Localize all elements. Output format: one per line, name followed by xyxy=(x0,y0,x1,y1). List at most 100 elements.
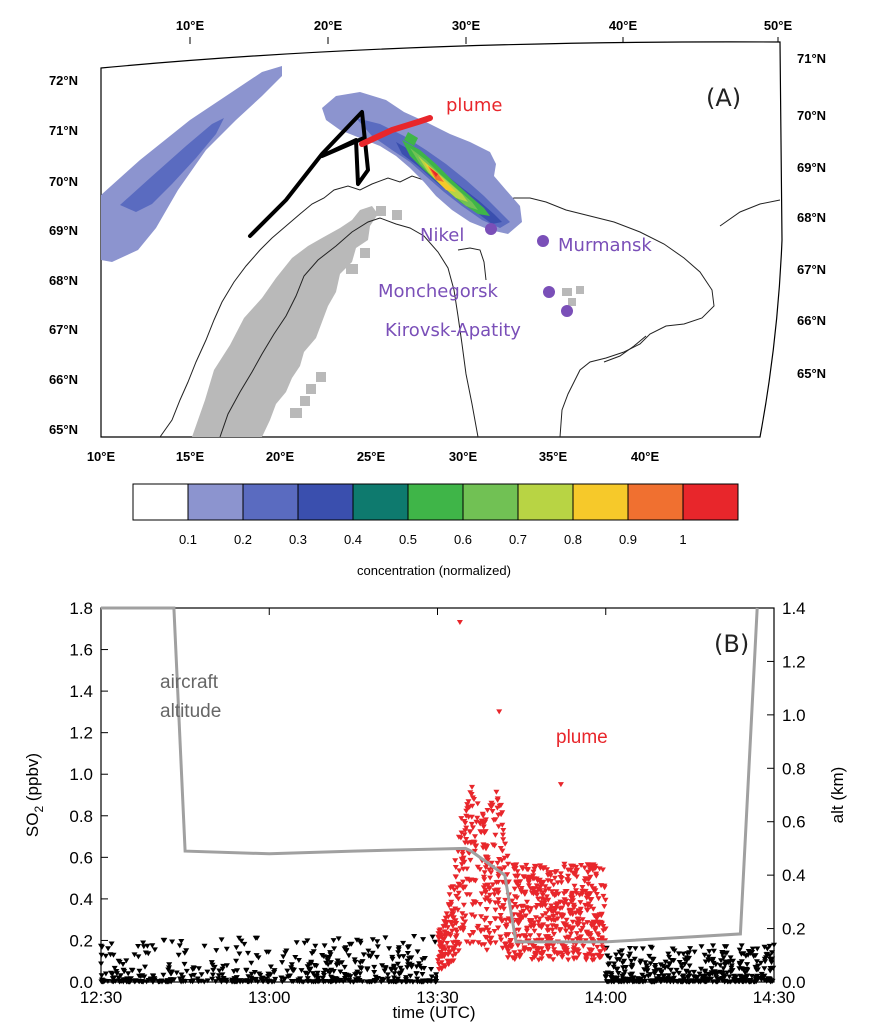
data-point xyxy=(561,864,568,870)
data-point xyxy=(404,958,411,964)
data-point xyxy=(462,913,469,919)
data-point xyxy=(444,940,451,946)
data-point xyxy=(537,950,544,956)
data-point xyxy=(547,954,553,960)
data-point xyxy=(467,857,474,863)
data-point xyxy=(518,888,524,893)
data-point xyxy=(728,963,735,969)
colorbar-swatch xyxy=(682,483,739,521)
data-point xyxy=(551,875,558,881)
data-point xyxy=(509,955,516,961)
data-point xyxy=(465,799,472,805)
data-point xyxy=(481,877,488,883)
map-content xyxy=(101,66,781,437)
data-point xyxy=(554,916,561,922)
data-point xyxy=(351,957,358,963)
data-point xyxy=(389,954,396,960)
data-point xyxy=(450,908,457,914)
data-point xyxy=(142,964,148,970)
plume-annotation: plume xyxy=(556,727,608,748)
data-point xyxy=(615,971,622,976)
data-point xyxy=(673,967,680,973)
data-point xyxy=(436,939,443,945)
data-point xyxy=(738,943,745,949)
lat-left-tick: 67°N xyxy=(49,322,78,337)
y-left-tick-label: 0.0 xyxy=(69,973,93,992)
data-point xyxy=(647,944,654,950)
data-point xyxy=(486,899,493,905)
svg-text:SO2 (ppbv): SO2 (ppbv) xyxy=(23,753,46,837)
lat-right-tick: 71°N xyxy=(797,51,826,66)
data-point xyxy=(515,912,522,918)
y-left-tick-label: 0.6 xyxy=(69,848,93,867)
data-point xyxy=(559,905,566,911)
data-point xyxy=(353,978,360,984)
data-point xyxy=(490,842,496,848)
data-point xyxy=(110,952,117,958)
data-point xyxy=(444,925,451,931)
data-point xyxy=(749,946,756,952)
data-point xyxy=(330,969,337,974)
data-point xyxy=(639,946,646,952)
data-point xyxy=(111,965,118,971)
data-point xyxy=(495,901,502,906)
data-point xyxy=(520,908,527,914)
data-point xyxy=(753,959,760,965)
data-point xyxy=(385,979,392,985)
data-point xyxy=(321,943,328,949)
data-point xyxy=(337,969,344,975)
data-point xyxy=(599,867,606,873)
colorbar-swatch xyxy=(462,483,519,521)
data-point xyxy=(691,969,697,975)
data-point xyxy=(565,879,571,884)
flight-track xyxy=(248,110,370,238)
data-point xyxy=(533,945,540,951)
data-point xyxy=(535,937,542,943)
data-point xyxy=(446,892,453,898)
data-point xyxy=(500,837,507,843)
data-point xyxy=(378,979,385,985)
data-point xyxy=(627,972,634,978)
data-point xyxy=(113,971,120,977)
data-point xyxy=(582,876,589,882)
data-point xyxy=(514,918,521,923)
data-point xyxy=(333,978,340,984)
data-point xyxy=(449,940,456,946)
data-point xyxy=(583,907,590,913)
data-point xyxy=(579,891,586,897)
data-point xyxy=(472,834,478,840)
data-point xyxy=(267,964,274,970)
data-point xyxy=(445,945,452,951)
data-point xyxy=(577,928,584,934)
data-point xyxy=(231,976,238,982)
data-point xyxy=(488,804,495,810)
data-point xyxy=(496,709,503,715)
data-point xyxy=(491,892,498,898)
lon-bottom-tick: 10°E xyxy=(87,449,116,464)
data-point xyxy=(602,897,609,903)
data-point xyxy=(485,927,492,933)
data-point xyxy=(563,928,570,934)
data-point xyxy=(684,974,691,980)
data-point xyxy=(436,928,443,934)
data-point xyxy=(384,972,391,978)
data-point xyxy=(537,923,544,929)
data-point xyxy=(536,916,543,922)
data-point xyxy=(547,935,554,941)
data-point xyxy=(595,896,602,902)
data-point xyxy=(372,974,379,980)
data-point xyxy=(771,942,777,948)
data-point xyxy=(495,812,502,818)
data-point xyxy=(691,949,698,955)
data-point xyxy=(313,963,320,969)
data-point xyxy=(457,835,464,841)
x-tick-label: 12:30 xyxy=(80,988,123,1007)
data-point xyxy=(753,967,760,973)
data-point xyxy=(691,979,698,985)
data-point xyxy=(658,970,665,976)
data-point xyxy=(591,921,598,927)
data-point xyxy=(581,865,588,871)
colorbar-ticks: 0.1 0.2 0.3 0.4 0.5 0.6 0.7 0.8 0.9 1 xyxy=(179,532,687,547)
data-point xyxy=(545,872,551,878)
data-point xyxy=(398,968,405,974)
